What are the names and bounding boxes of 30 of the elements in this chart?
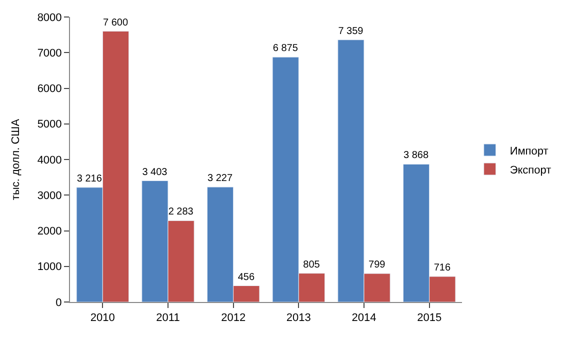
x-tick-label: 2012 [221,312,246,324]
y-tick-label: 4000 [37,154,62,166]
data-label: 3 227 [208,173,233,184]
legend-label: Импорт [510,145,548,158]
y-tick-label: 8000 [37,12,62,24]
y-axis-title: тыс. долл. США [10,118,22,200]
legend-label: Экспорт [510,164,552,176]
data-label: 7 600 [103,17,128,28]
x-tick-label: 2010 [90,312,115,324]
y-tick-label: 0 [56,296,62,309]
data-label: 716 [434,262,451,274]
x-tick-label: 2013 [286,312,311,324]
data-label: 799 [368,260,386,271]
data-label: 3 216 [76,173,102,184]
data-label: 6 875 [272,43,298,54]
data-label: 3 868 [404,150,429,162]
data-label: 3 403 [142,166,168,178]
x-tick-label: 2015 [417,312,442,324]
data-label: 2 283 [168,206,194,218]
y-tick-label: 7000 [37,47,62,60]
data-label: 805 [303,259,320,270]
y-tick-label: 1000 [37,261,62,274]
x-tick-label: 2014 [352,312,376,324]
y-tick-label: 3000 [37,190,62,202]
x-tick-label: 2011 [156,312,180,324]
y-tick-label: 5000 [37,118,62,131]
y-tick-label: 2000 [37,226,62,238]
data-label: 456 [238,272,255,283]
y-tick-label: 6000 [37,83,62,96]
data-label: 7 359 [338,26,364,37]
